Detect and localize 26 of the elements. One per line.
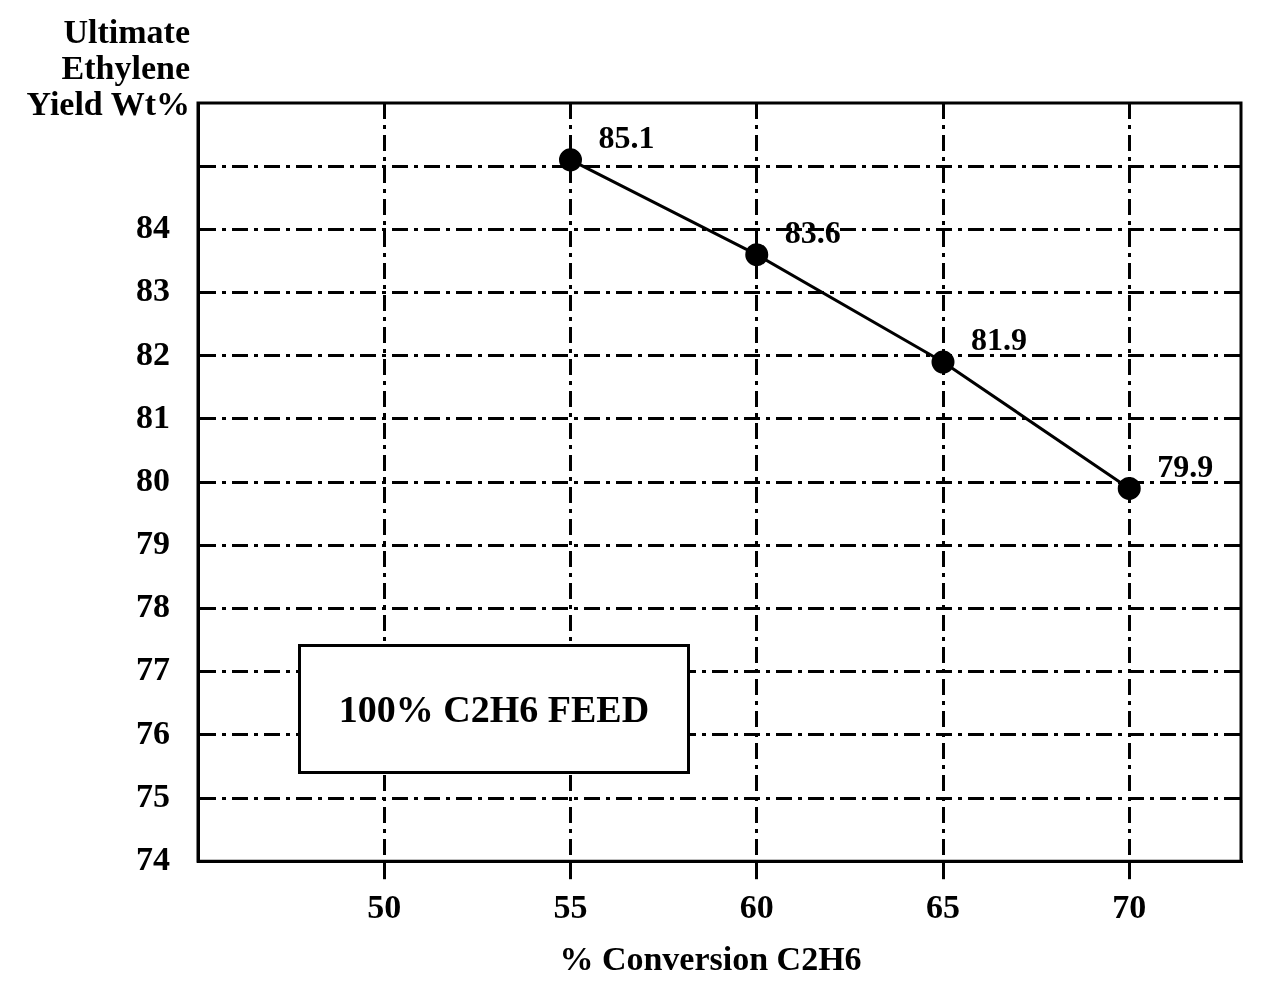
data-label: 79.9: [1157, 447, 1214, 484]
y-tick-label: 75: [136, 776, 170, 814]
y-tick-label: 76: [136, 713, 170, 751]
x-tick-label: 55: [553, 888, 588, 926]
annotation: 100% C2H6 FEED: [298, 644, 690, 774]
y-tick-label: 78: [136, 587, 170, 625]
y-tick-label: 80: [136, 460, 170, 498]
y-axis-title: Ultimate Ethylene Yield Wt%: [26, 12, 190, 122]
x-tick-label: 50: [367, 888, 402, 926]
y-tick-label: 84: [136, 208, 170, 246]
y-tick-label: 82: [136, 334, 170, 372]
point: [931, 350, 955, 374]
y-tick-label: 77: [136, 650, 170, 688]
x-tick-label: 65: [926, 888, 960, 926]
y-tick-label: 83: [136, 271, 170, 309]
point: [745, 243, 769, 267]
point: [559, 148, 582, 172]
data-label: 81.9: [971, 321, 1027, 358]
data-label: 85.1: [598, 119, 655, 156]
x-tick-label: 60: [739, 888, 774, 926]
y-tick-label: 74: [136, 839, 170, 877]
point: [1117, 476, 1141, 500]
y-tick-label: 81: [136, 397, 170, 435]
x-tick-label: 70: [1112, 888, 1147, 926]
x-axis-title: % Conversion C2H6: [559, 939, 862, 977]
y-tick-label: 79: [136, 524, 170, 562]
